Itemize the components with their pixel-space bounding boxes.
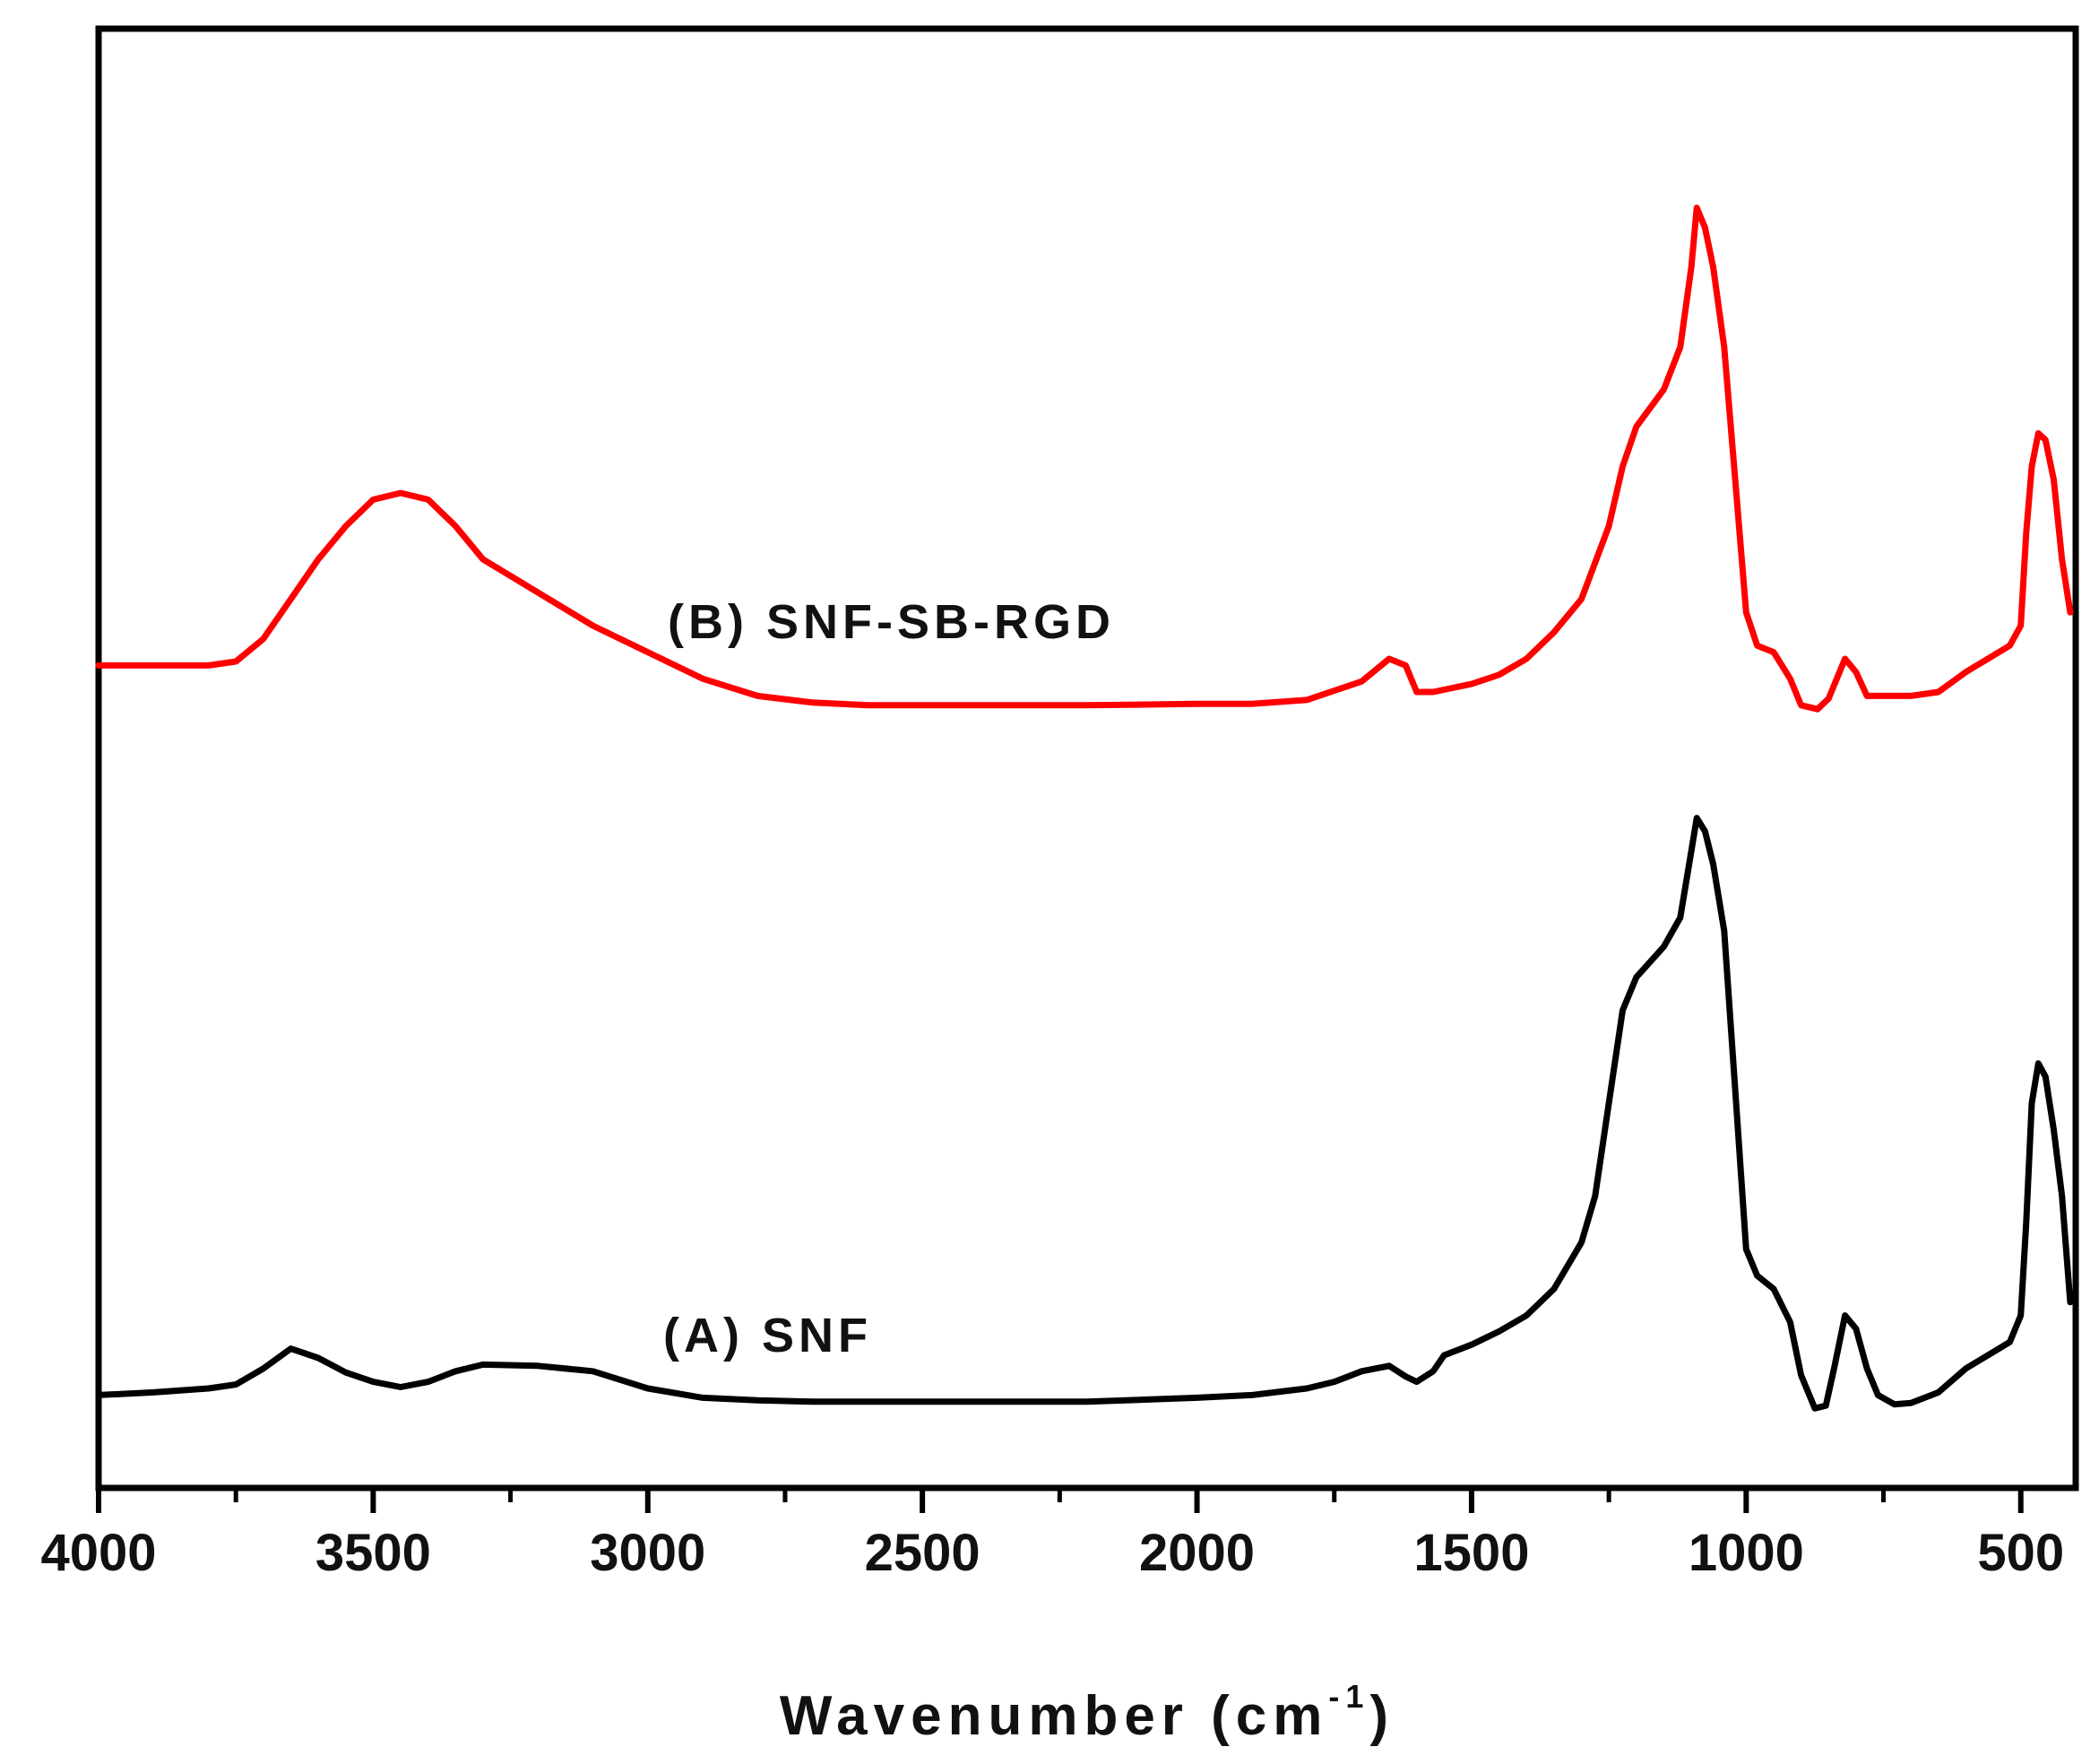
x-axis-title-close: ) bbox=[1369, 1685, 1395, 1747]
x-tick-label: 1000 bbox=[1689, 1524, 1804, 1582]
series-line-snf-sb-rgd bbox=[95, 204, 2074, 713]
x-minor-ticks bbox=[233, 1488, 1887, 1502]
x-tick-label: 1500 bbox=[1413, 1524, 1529, 1582]
x-axis-title: Wavenumber (cm-1) bbox=[780, 1678, 1395, 1747]
series-lines bbox=[95, 204, 2074, 1412]
plot-frame bbox=[95, 25, 2079, 1492]
x-tick-label: 2500 bbox=[865, 1524, 980, 1582]
series-label-b: (B) SNF-SB-RGD bbox=[668, 595, 1115, 649]
x-tick-label: 3500 bbox=[315, 1524, 431, 1582]
series-line-snf bbox=[95, 815, 2074, 1412]
x-axis-title-main: Wavenumber (cm bbox=[780, 1685, 1329, 1747]
x-tick-label: 500 bbox=[1977, 1524, 2064, 1582]
x-major-ticks bbox=[96, 1488, 2024, 1513]
x-tick-labels: 4000 3500 3000 2500 2000 1500 1000 500 bbox=[40, 1524, 2064, 1582]
x-tick-label: 4000 bbox=[40, 1524, 156, 1582]
x-tick-label: 3000 bbox=[590, 1524, 705, 1582]
series-label-a: (A) SNF bbox=[663, 1309, 872, 1362]
x-tick-label: 2000 bbox=[1139, 1524, 1255, 1582]
x-axis-title-exponent: -1 bbox=[1328, 1678, 1369, 1715]
